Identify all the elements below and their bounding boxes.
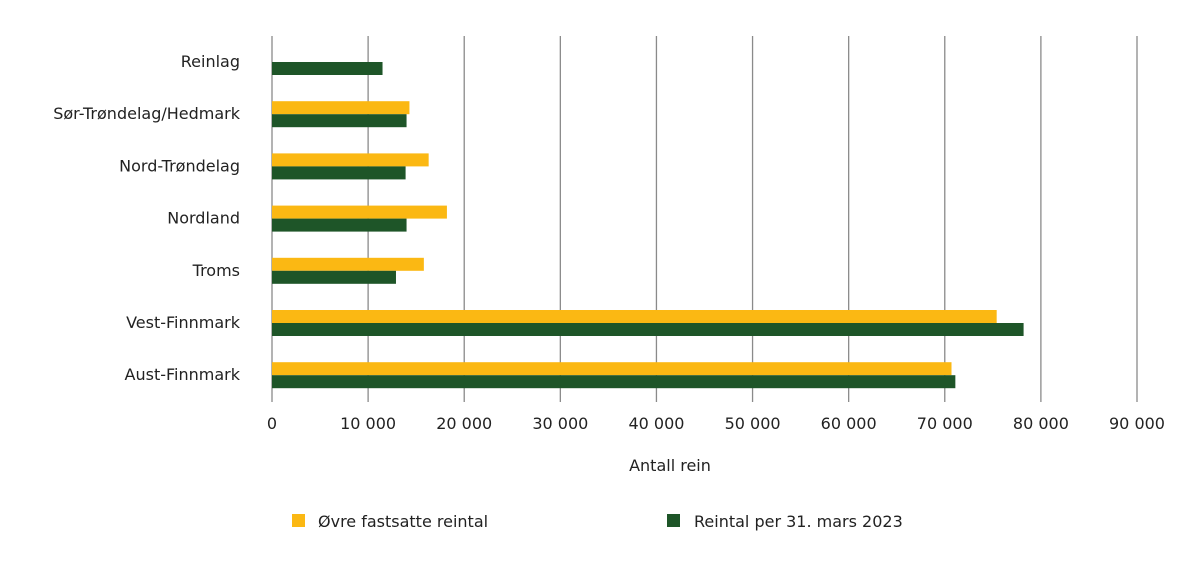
- x-tick-labels: 0 10 000 20 000 30 000 40 000 50 000 60 000 70 …: [267, 414, 1165, 433]
- category-label: Sør-Trøndelag/Hedmark: [53, 104, 241, 123]
- legend-label-series-1: Øvre fastsatte reintal: [318, 512, 488, 531]
- x-tick-label: 80 000: [1013, 414, 1069, 433]
- category-label: Nordland: [167, 209, 240, 228]
- bar-reintal-2023: [272, 323, 1024, 336]
- category-label: Vest-Finnmark: [126, 313, 241, 332]
- bar-ovre-fastsatte-reintal: [272, 362, 952, 376]
- bar-ovre-fastsatte-reintal: [272, 257, 424, 271]
- bar-reintal-2023: [272, 270, 396, 284]
- bar-reintal-2023: [272, 114, 407, 128]
- gridlines: [271, 36, 1138, 402]
- legend-swatch-series-2: [667, 514, 680, 527]
- bar-ovre-fastsatte-reintal: [272, 101, 410, 115]
- bar-reintal-2023: [272, 375, 956, 389]
- bar-reintal-2023: [272, 62, 383, 75]
- x-tick-label: 70 000: [917, 414, 973, 433]
- x-tick-label: 30 000: [532, 414, 588, 433]
- legend: Øvre fastsatte reintal Reintal per 31. m…: [292, 512, 903, 531]
- category-label: Reinlag: [181, 52, 240, 71]
- category-label: Troms: [192, 261, 240, 280]
- category-label: Aust-Finnmark: [125, 365, 241, 384]
- category-labels: Reinlag Sør-Trøndelag/Hedmark Nord-Trøndel…: [53, 52, 241, 384]
- x-tick-label: 60 000: [821, 414, 877, 433]
- x-tick-label: 50 000: [725, 414, 781, 433]
- x-tick-label: 0: [267, 414, 277, 433]
- legend-label-series-2: Reintal per 31. mars 2023: [694, 512, 903, 531]
- bar-ovre-fastsatte-reintal: [272, 153, 429, 167]
- x-tick-label: 10 000: [340, 414, 396, 433]
- legend-swatch-series-1: [292, 514, 305, 527]
- bar-reintal-2023: [272, 166, 406, 180]
- bar-reintal-2023: [272, 218, 407, 232]
- bar-ovre-fastsatte-reintal: [272, 310, 997, 323]
- x-tick-label: 20 000: [436, 414, 492, 433]
- x-tick-label: 40 000: [628, 414, 684, 433]
- bar-ovre-fastsatte-reintal: [272, 205, 447, 219]
- category-label: Nord-Trøndelag: [119, 156, 240, 175]
- x-tick-label: 90 000: [1109, 414, 1165, 433]
- x-axis-label: Antall rein: [629, 456, 711, 475]
- bars: [272, 62, 1024, 389]
